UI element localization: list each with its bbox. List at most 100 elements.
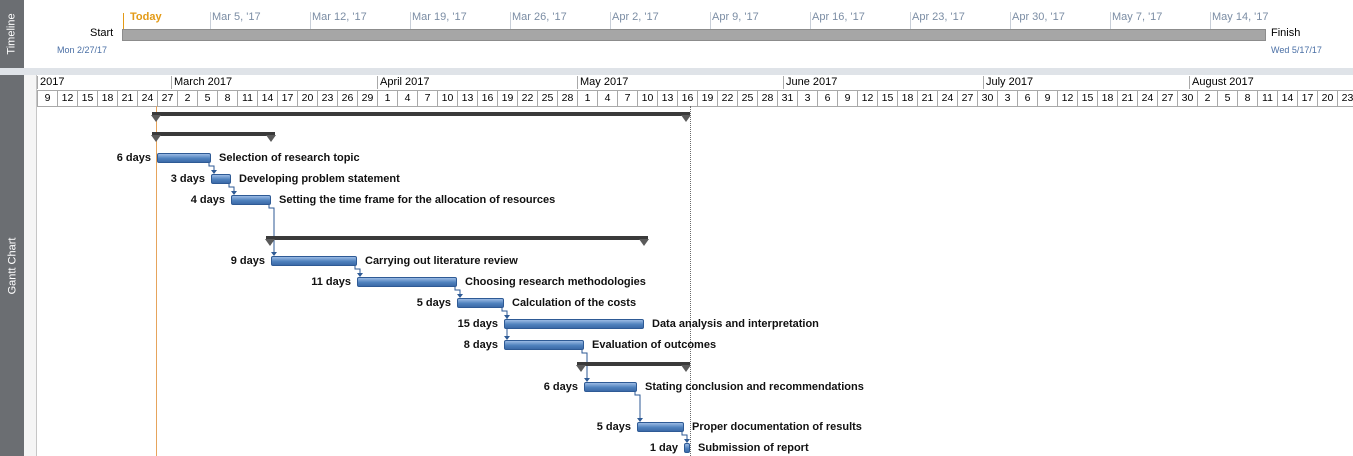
summary-end-cap	[151, 115, 161, 122]
day-cell: 18	[897, 91, 917, 106]
timescale[interactable]: 2017 March 2017 April 2017 May 2017 June 201…	[37, 76, 1353, 107]
timeline-tick-label: Apr 16, '17	[812, 11, 865, 23]
day-cell: 2	[1197, 91, 1217, 106]
day-cell: 6	[1017, 91, 1037, 106]
day-cell: 9	[837, 91, 857, 106]
day-cell: 5	[197, 91, 217, 106]
start-date: Mon 2/27/17	[57, 45, 108, 55]
task-duration-label: 15 days	[457, 318, 498, 330]
month-cell: 2017	[37, 76, 171, 89]
day-cell: 27	[157, 91, 177, 106]
summary-bar[interactable]	[265, 236, 649, 246]
day-cell: 24	[937, 91, 957, 106]
finish-label: Finish	[1271, 27, 1301, 39]
dependency-line	[268, 205, 275, 253]
day-cell: 24	[137, 91, 157, 106]
timeline-tick-mark	[410, 12, 411, 29]
timeline-tick-mark	[1210, 12, 1211, 29]
pane-splitter[interactable]	[0, 68, 1353, 75]
dependency-arrowhead	[504, 336, 510, 340]
task-duration-label: 6 days	[116, 152, 151, 164]
task-bar[interactable]	[457, 298, 504, 308]
timeline-tick-mark	[610, 12, 611, 29]
day-cell: 26	[337, 91, 357, 106]
timeline-tick-label: May 14, '17	[1212, 11, 1269, 23]
dependency-line	[208, 163, 215, 171]
task-bar[interactable]	[504, 340, 584, 350]
day-cell: 8	[1237, 91, 1257, 106]
task-bar[interactable]	[211, 174, 231, 184]
timeline-tick-mark	[310, 12, 311, 29]
task-duration-label: 11 days	[311, 276, 351, 288]
task-duration-label: 5 days	[416, 297, 451, 309]
summary-bar[interactable]	[151, 112, 691, 122]
day-cell: 3	[797, 91, 817, 106]
day-cell: 13	[457, 91, 477, 106]
task-bar[interactable]	[684, 443, 690, 453]
gantt-chart-area[interactable]: 6 days Selection of research topic 3 days D…	[37, 106, 1353, 456]
dependency-line	[501, 308, 508, 316]
day-cell: 13	[657, 91, 677, 106]
day-cell: 12	[57, 91, 77, 106]
day-cell: 6	[817, 91, 837, 106]
day-cell: 14	[257, 91, 277, 106]
gantt-side-label[interactable]: Gantt Chart	[0, 75, 32, 456]
timeline-tick-mark	[810, 12, 811, 29]
day-cell: 23	[317, 91, 337, 106]
day-cell: 18	[1097, 91, 1117, 106]
day-cell: 10	[637, 91, 657, 106]
timeline-tick-mark	[510, 12, 511, 29]
day-cell: 17	[1297, 91, 1317, 106]
timeline-tick-mark	[1010, 12, 1011, 29]
task-duration-label: 6 days	[543, 381, 578, 393]
summary-end-cap	[151, 135, 161, 142]
task-bar[interactable]	[584, 382, 637, 392]
day-cell: 30	[977, 91, 997, 106]
day-cell: 25	[537, 91, 557, 106]
day-cell: 4	[397, 91, 417, 106]
day-cell: 15	[1077, 91, 1097, 106]
timeline-tick-label: Mar 5, '17	[212, 11, 261, 23]
day-cell: 7	[417, 91, 437, 106]
dependency-arrowhead	[584, 378, 590, 382]
task-bar[interactable]	[157, 153, 211, 163]
day-cell: 7	[617, 91, 637, 106]
task-name-label: Setting the time frame for the allocatio…	[279, 194, 556, 206]
timeline-bar[interactable]	[122, 29, 1266, 41]
day-cell: 18	[97, 91, 117, 106]
today-marker	[123, 13, 124, 29]
summary-bar[interactable]	[151, 132, 276, 142]
day-cell: 24	[1137, 91, 1157, 106]
dependency-arrowhead	[211, 170, 217, 174]
task-bar[interactable]	[357, 277, 457, 287]
summary-end-cap	[266, 135, 276, 142]
day-cell: 21	[117, 91, 137, 106]
month-cell: June 2017	[783, 76, 983, 89]
summary-end-cap	[265, 239, 275, 246]
task-duration-label: 4 days	[190, 194, 225, 206]
summary-bar[interactable]	[576, 362, 691, 372]
timeline-tick-mark	[1110, 12, 1111, 29]
day-cell: 23	[1337, 91, 1353, 106]
day-cell: 9	[37, 91, 57, 106]
timeline-pane[interactable]: Timeline Mar 5, '17 Mar 12, '17 Mar 19, '1…	[0, 0, 1353, 68]
timeline-tick-label: Apr 2, '17	[612, 11, 659, 23]
day-cell: 3	[997, 91, 1017, 106]
timeline-tick-label: Mar 12, '17	[312, 11, 367, 23]
summary-end-cap	[639, 239, 649, 246]
task-bar[interactable]	[504, 319, 644, 329]
day-cell: 12	[857, 91, 877, 106]
task-duration-label: 1 day	[649, 442, 678, 454]
task-bar[interactable]	[271, 256, 357, 266]
day-cell: 11	[237, 91, 257, 106]
day-cell: 15	[77, 91, 97, 106]
month-cell: March 2017	[171, 76, 377, 89]
task-name-label: Developing problem statement	[239, 173, 400, 185]
task-bar[interactable]	[231, 195, 271, 205]
timeline-side-label[interactable]: Timeline	[0, 0, 24, 68]
task-bar[interactable]	[637, 422, 684, 432]
task-name-label: Stating conclusion and recommendations	[645, 381, 864, 393]
task-name-label: Calculation of the costs	[512, 297, 637, 309]
day-cell: 27	[1157, 91, 1177, 106]
timeline-tick-label: Apr 9, '17	[712, 11, 759, 23]
